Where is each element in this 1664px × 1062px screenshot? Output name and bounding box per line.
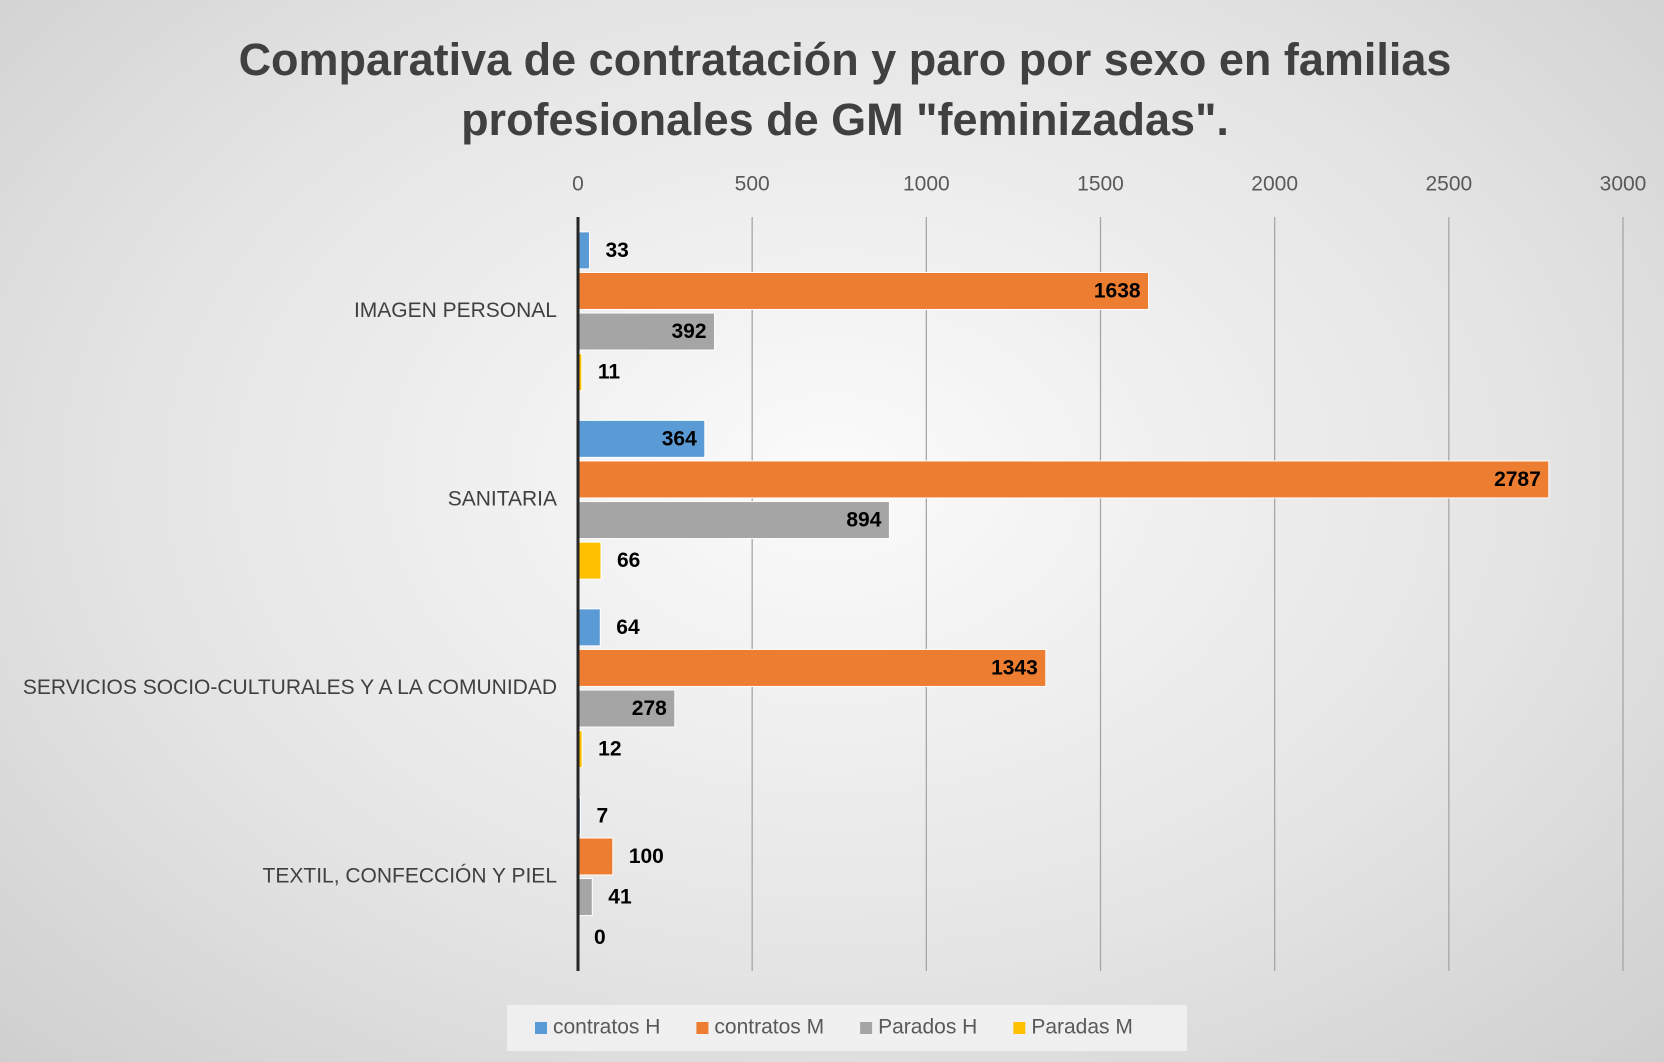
data-label: 7 — [596, 804, 608, 827]
legend-label: Paradas M — [1031, 1016, 1133, 1039]
legend-label: contratos H — [553, 1016, 660, 1039]
x-tick-label: 2000 — [1251, 173, 1298, 196]
data-label: 64 — [616, 616, 640, 639]
data-label: 0 — [594, 926, 606, 949]
legend-label: contratos M — [714, 1016, 824, 1039]
bar — [577, 312, 716, 351]
data-label: 1638 — [1094, 279, 1141, 302]
bar — [577, 837, 614, 876]
bar — [577, 231, 590, 270]
data-label: 33 — [605, 239, 628, 262]
category-label: SANITARIA — [448, 487, 557, 510]
data-label: 364 — [662, 427, 697, 450]
data-label: 11 — [598, 361, 621, 384]
data-label: 278 — [632, 697, 667, 720]
data-label: 66 — [617, 549, 640, 572]
bar — [577, 608, 601, 647]
x-tick-label: 2500 — [1425, 173, 1472, 196]
bar — [577, 271, 1150, 310]
bar — [577, 501, 890, 540]
data-label: 100 — [629, 845, 664, 868]
bar — [577, 878, 593, 917]
legend-box — [507, 1005, 1187, 1051]
bar — [577, 648, 1047, 687]
legend-label: Parados H — [878, 1016, 977, 1039]
legend-swatch — [696, 1022, 709, 1034]
chart-title: Comparativa de contratación y paro por s… — [238, 34, 1452, 145]
category-label: TEXTIL, CONFECCIÓN Y PIEL — [263, 864, 557, 887]
bar — [577, 689, 676, 728]
x-tick-label: 1000 — [903, 173, 950, 196]
data-label: 12 — [598, 738, 621, 761]
data-label: 894 — [846, 509, 881, 532]
category-label: IMAGEN PERSONAL — [354, 299, 557, 322]
legend-swatch — [1013, 1022, 1026, 1034]
data-label: 1343 — [991, 656, 1038, 679]
category-label: SERVICIOS SOCIO-CULTURALES Y A LA COMUNI… — [23, 676, 557, 699]
x-tick-label: 500 — [735, 173, 770, 196]
bar — [577, 419, 706, 458]
data-label: 392 — [671, 320, 706, 343]
bar — [577, 460, 1550, 499]
data-label: 2787 — [1494, 468, 1541, 491]
data-label: 41 — [608, 886, 632, 909]
bar — [577, 541, 602, 580]
legend-swatch — [535, 1022, 547, 1034]
x-tick-label: 1500 — [1077, 173, 1124, 196]
x-tick-label: 3000 — [1600, 173, 1647, 196]
x-tick-label: 0 — [572, 173, 584, 196]
legend-swatch — [860, 1022, 873, 1034]
